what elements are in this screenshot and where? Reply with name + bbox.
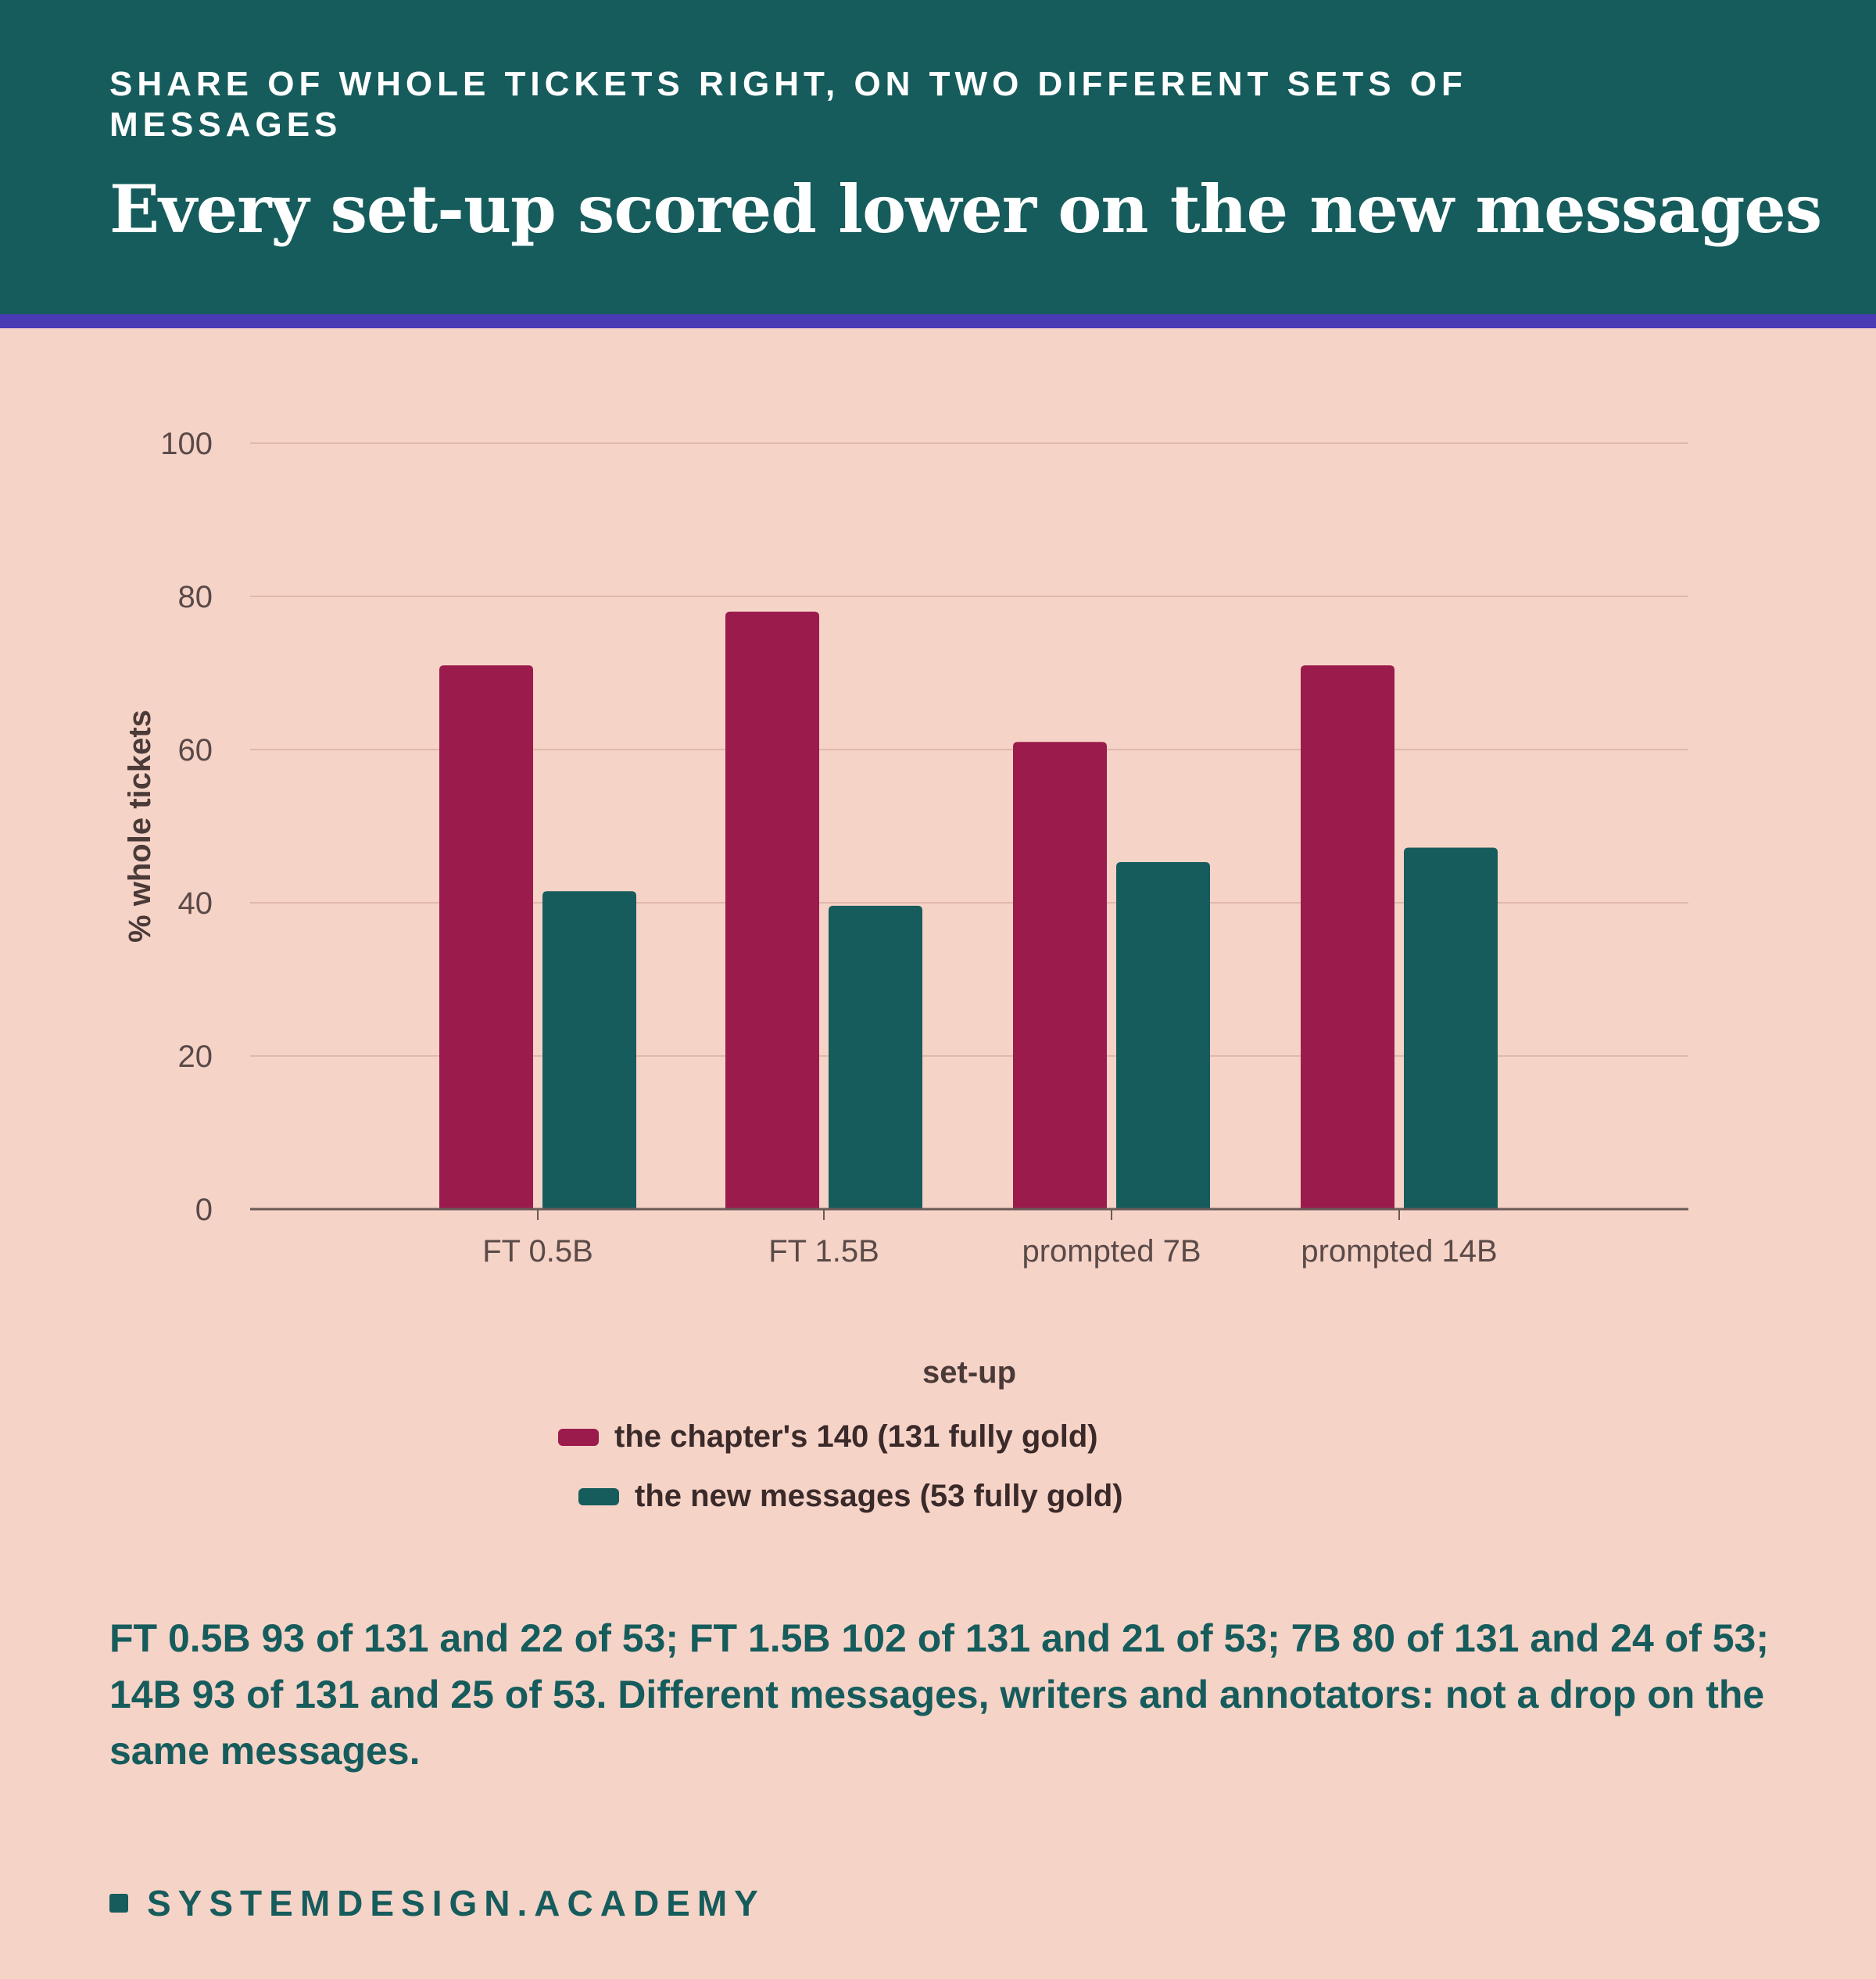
- y-tick-label: 100: [160, 427, 213, 461]
- legend-swatch-series-1: [558, 1428, 599, 1446]
- chart-kicker: SHARE OF WHOLE TICKETS RIGHT, ON TWO DIF…: [109, 65, 1467, 144]
- bar: [1116, 862, 1210, 1209]
- header-accent-rule: [0, 314, 1876, 328]
- bar-chart: 0 20 40 60 80 100 FT 0.5B FT 1.5B prompted 7B pro…: [123, 427, 1688, 1390]
- x-axis-title: set-up: [922, 1355, 1016, 1390]
- x-tick-label: FT 1.5B: [768, 1234, 879, 1269]
- bar: [542, 891, 636, 1209]
- bar: [829, 905, 922, 1209]
- bar: [1404, 847, 1498, 1209]
- brand-square-icon: [109, 1894, 128, 1913]
- legend-item-series-1: the chapter's 140 (131 fully gold): [558, 1419, 1098, 1455]
- header-band: SHARE OF WHOLE TICKETS RIGHT, ON TWO DIF…: [0, 0, 1876, 314]
- y-tick-label: 60: [178, 733, 213, 768]
- bar: [725, 611, 819, 1209]
- chart-title: Every set-up scored lower on the new mes…: [109, 170, 1822, 248]
- y-tick-label: 80: [178, 580, 213, 614]
- footnote: FT 0.5B 93 of 131 and 22 of 53; FT 1.5B …: [109, 1616, 1769, 1773]
- legend-item-series-2: the new messages (53 fully gold): [578, 1479, 1123, 1514]
- footer: SYSTEMDESIGN.ACADEMY: [109, 1882, 765, 1924]
- bar: [1013, 742, 1107, 1209]
- x-tick-label: prompted 7B: [1022, 1234, 1201, 1269]
- y-tick-label: 0: [195, 1193, 213, 1227]
- y-tick-label: 20: [178, 1040, 213, 1074]
- brand-name: SYSTEMDESIGN.ACADEMY: [147, 1883, 765, 1924]
- x-tick-label: FT 0.5B: [482, 1234, 593, 1269]
- legend-label-series-1: the chapter's 140 (131 fully gold): [614, 1419, 1098, 1454]
- x-tick-label: prompted 14B: [1301, 1234, 1497, 1269]
- bar: [1301, 665, 1394, 1209]
- y-axis-title: % whole tickets: [123, 710, 157, 943]
- y-tick-label: 40: [178, 886, 213, 921]
- legend-swatch-series-2: [578, 1487, 619, 1505]
- bar: [439, 665, 533, 1209]
- legend-label-series-2: the new messages (53 fully gold): [635, 1479, 1123, 1513]
